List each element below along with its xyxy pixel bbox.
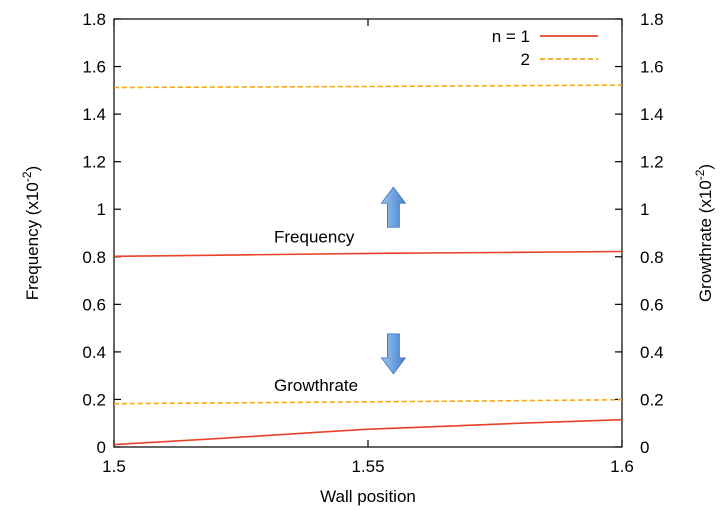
y-tick-label: 1.4 — [82, 105, 106, 124]
y-axis-title-main: Frequency (x10 — [23, 182, 42, 300]
x-tick-label: 1.6 — [610, 457, 634, 476]
y2-tick-label: 0.8 — [640, 248, 664, 267]
y2-tick-label: 1.6 — [640, 58, 664, 77]
y-axis-title-exp: -2 — [20, 171, 34, 182]
y2-axis-title: Growthrate (x10-2) — [693, 164, 715, 302]
arrow-down-icon — [380, 333, 407, 375]
y-tick-label: 0.8 — [82, 248, 106, 267]
legend-label: n = 1 — [492, 27, 530, 46]
y2-tick-label: 0.6 — [640, 295, 664, 314]
y2-tick-label: 0 — [640, 438, 649, 457]
y-tick-label: 1 — [97, 200, 106, 219]
y-axis-title-close: ) — [23, 166, 42, 172]
y-tick-label: 0.2 — [82, 390, 106, 409]
series-line-growthrate-n1 — [113, 418, 623, 446]
y2-tick-label: 0.2 — [640, 390, 664, 409]
y2-tick-label: 0.4 — [640, 343, 664, 362]
series-line-frequency-n1 — [113, 250, 623, 258]
y-tick-label: 1.2 — [82, 153, 106, 172]
annotation-frequency: Frequency — [274, 228, 355, 247]
y2-tick-label: 1 — [640, 200, 649, 219]
series-line-growthrate-n2 — [113, 398, 623, 405]
legend-label: 2 — [521, 50, 530, 69]
arrow-up-icon — [380, 186, 407, 228]
x-tick-label: 1.55 — [351, 457, 384, 476]
annotation-growthrate: Growthrate — [274, 376, 358, 395]
y-tick-label: 0 — [97, 438, 106, 457]
x-tick-label: 1.5 — [102, 457, 126, 476]
plot-frame — [113, 18, 623, 448]
y2-tick-label: 1.4 — [640, 105, 664, 124]
y2-axis-title-exp: -2 — [693, 169, 707, 180]
y-tick-label: 0.4 — [82, 343, 106, 362]
x-axis-title: Wall position — [320, 487, 416, 506]
y2-tick-label: 1.8 — [640, 10, 664, 29]
y-tick-label: 0.6 — [82, 295, 106, 314]
series-line-frequency-n2 — [113, 84, 623, 89]
y-axis-title: Frequency (x10-2) — [20, 166, 42, 300]
y2-tick-label: 1.2 — [640, 153, 664, 172]
y-tick-label: 1.8 — [82, 10, 106, 29]
y2-axis-title-main: Growthrate (x10 — [696, 180, 715, 302]
y2-axis-title-close: ) — [696, 164, 715, 170]
y-tick-label: 1.6 — [82, 58, 106, 77]
